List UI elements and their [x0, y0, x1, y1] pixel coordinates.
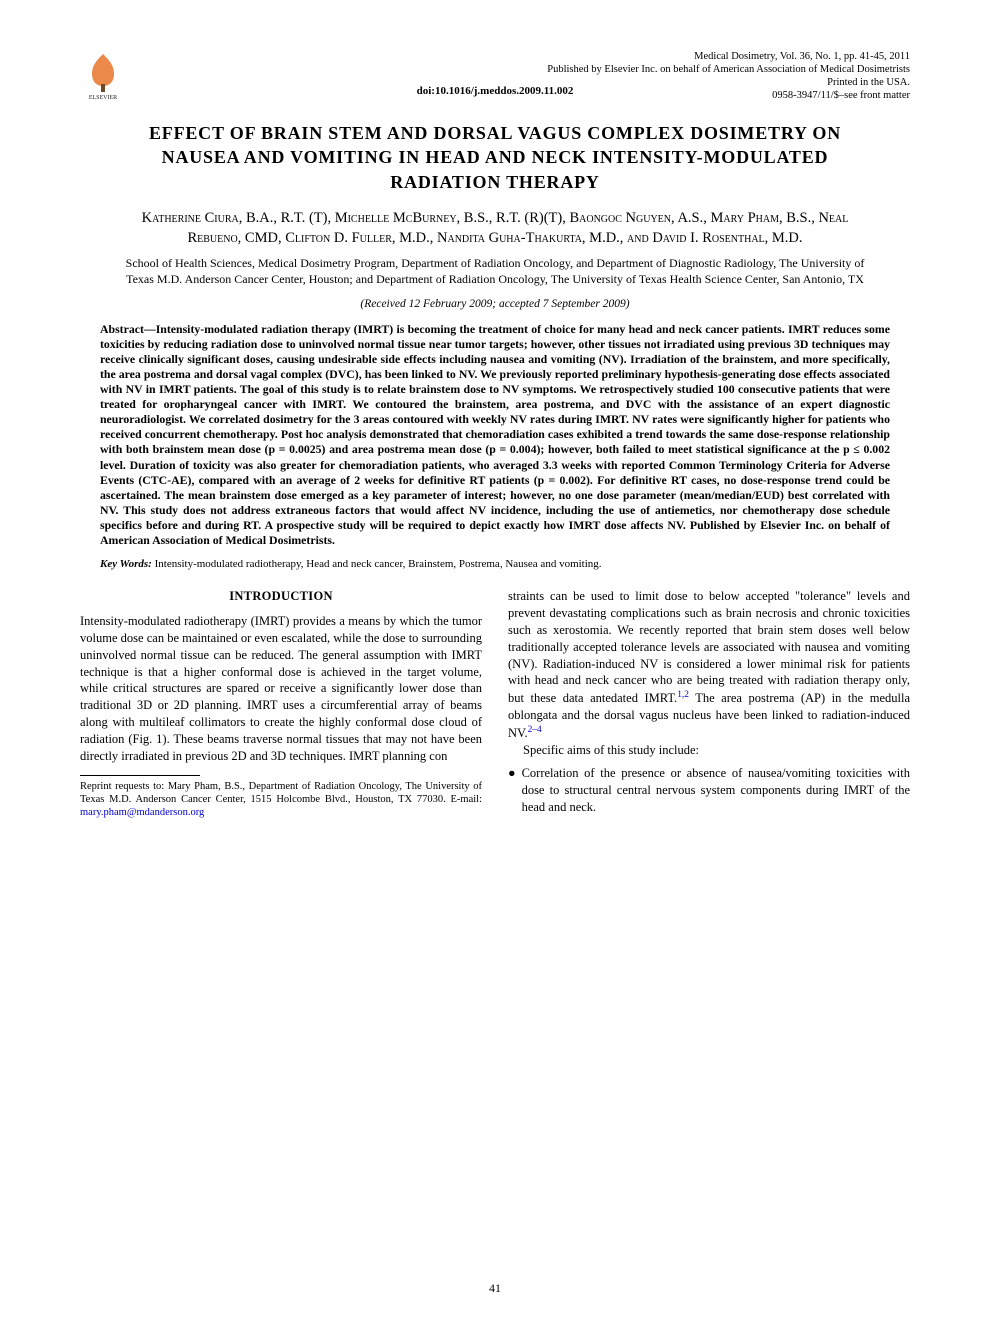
- journal-printed: Printed in the USA.: [547, 76, 910, 89]
- body-columns: INTRODUCTION Intensity-modulated radioth…: [80, 588, 910, 819]
- keywords-label: Key Words:: [100, 558, 152, 570]
- authors: Katherine Ciura, B.A., R.T. (T), Michell…: [120, 208, 870, 249]
- keywords: Key Words: Intensity-modulated radiother…: [100, 558, 890, 570]
- intro-paragraph-2: Specific aims of this study include:: [508, 742, 910, 759]
- aims-bullet-1-text: Correlation of the presence or absence o…: [522, 765, 910, 816]
- introduction-heading: INTRODUCTION: [80, 588, 482, 605]
- citation-ref-1-2[interactable]: 1,2: [677, 690, 689, 700]
- abstract: Abstract—Intensity-modulated radiation t…: [100, 322, 890, 548]
- keywords-text: Intensity-modulated radiotherapy, Head a…: [155, 558, 602, 570]
- page-number: 41: [0, 1281, 990, 1296]
- abstract-label: Abstract—: [100, 322, 156, 336]
- citation-ref-2-4[interactable]: 2–4: [528, 725, 542, 735]
- footnote-rule: [80, 775, 200, 776]
- intro-paragraph-1b: straints can be used to limit dose to be…: [508, 588, 910, 742]
- received-accepted-dates: (Received 12 February 2009; accepted 7 S…: [80, 298, 910, 310]
- journal-citation: Medical Dosimetry, Vol. 36, No. 1, pp. 4…: [547, 50, 910, 63]
- page-root: ELSEVIER Medical Dosimetry, Vol. 36, No.…: [0, 0, 990, 1320]
- reprint-footnote: Reprint requests to: Mary Pham, B.S., De…: [80, 780, 482, 819]
- footnote-text: Reprint requests to: Mary Pham, B.S., De…: [80, 781, 482, 805]
- column-left: INTRODUCTION Intensity-modulated radioth…: [80, 588, 482, 819]
- intro-text-1a: Intensity-modulated radiotherapy (IMRT) …: [80, 614, 482, 763]
- elsevier-tree-icon: ELSEVIER: [80, 50, 126, 100]
- bullet-dot-icon: ●: [508, 765, 516, 816]
- abstract-text: Intensity-modulated radiation therapy (I…: [100, 322, 890, 547]
- svg-text:ELSEVIER: ELSEVIER: [89, 95, 117, 100]
- article-title: EFFECT OF BRAIN STEM AND DORSAL VAGUS CO…: [110, 121, 880, 194]
- footnote-email-link[interactable]: mary.pham@mdanderson.org: [80, 807, 204, 818]
- publisher-logo: ELSEVIER: [80, 50, 126, 105]
- column-right: straints can be used to limit dose to be…: [508, 588, 910, 819]
- intro-text-1b: straints can be used to limit dose to be…: [508, 589, 910, 705]
- journal-publisher: Published by Elsevier Inc. on behalf of …: [547, 63, 910, 76]
- affiliations: School of Health Sciences, Medical Dosim…: [120, 256, 870, 287]
- journal-meta: Medical Dosimetry, Vol. 36, No. 1, pp. 4…: [547, 50, 910, 103]
- intro-paragraph-1a: Intensity-modulated radiotherapy (IMRT) …: [80, 613, 482, 765]
- journal-issn: 0958-3947/11/$–see front matter: [547, 89, 910, 102]
- aims-bullet-1: ● Correlation of the presence or absence…: [508, 765, 910, 816]
